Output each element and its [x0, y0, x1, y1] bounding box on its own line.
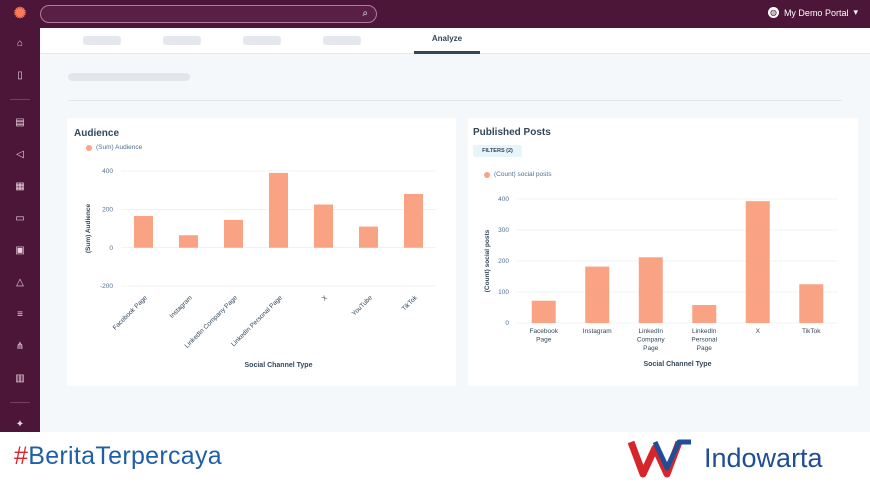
y-tick-label: 0 [109, 245, 113, 252]
tagline-word-2: Terpercaya [95, 442, 222, 470]
y-tick-label: 300 [498, 227, 509, 234]
bar [404, 194, 423, 248]
audience-title: Audience [74, 128, 120, 139]
tagline: #BeritaTerpercaya [14, 442, 222, 471]
bar [745, 201, 770, 323]
x-tick-label: LinkedIn Personal Page [691, 328, 717, 352]
bar [638, 257, 663, 323]
database-icon[interactable]: ≡ [17, 309, 23, 320]
published-legend: (Count) social posts [484, 171, 551, 178]
tagline-word-1: Berita [28, 442, 96, 470]
section-divider [68, 100, 842, 101]
x-tick-label: X [321, 294, 329, 302]
y-tick-label: 0 [505, 320, 509, 327]
filters-button[interactable]: FILTERS (2) [473, 145, 522, 157]
bookmark-icon[interactable]: ▯ [17, 70, 23, 81]
legend-label: (Count) social posts [494, 171, 552, 178]
x-tick-label: TikTok [802, 328, 821, 335]
y-tick-label: 400 [498, 196, 509, 203]
house-icon[interactable]: △ [16, 277, 24, 288]
search-icon[interactable]: ⌕ [362, 8, 368, 19]
x-tick-label: Facebook Page [529, 328, 558, 344]
store-icon[interactable]: ▭ [15, 213, 25, 224]
bar [585, 266, 610, 323]
bar [531, 300, 556, 323]
tagline-hash: # [14, 442, 29, 470]
bar [179, 235, 198, 248]
search-input[interactable]: ⌕ [40, 5, 377, 23]
y-tick-label: 100 [498, 289, 509, 296]
hubspot-logo-icon[interactable]: ✺ [13, 5, 27, 22]
tab-bar: Analyze [40, 28, 870, 54]
tab-placeholder[interactable] [83, 36, 121, 45]
chevron-down-icon: ▾ [853, 7, 858, 17]
network-icon[interactable]: ⋔ [15, 341, 25, 352]
app-window: ✺ ⌕ ◍ My Demo Portal ▾ ⌂ ▯ ▤ ◁ ▦ ▭ ▣ △ ≡… [0, 0, 870, 432]
brand-name: Indowarta [704, 442, 823, 473]
tab-placeholder[interactable] [243, 36, 281, 45]
x-tick-label: X [756, 328, 761, 335]
y-tick-label: 400 [102, 168, 113, 175]
brand-mark-icon [628, 439, 691, 478]
x-tick-label: Instagram [583, 328, 612, 335]
x-tick-label: LinkedIn Company Page [637, 328, 666, 352]
bar [269, 172, 288, 248]
bar-chart-icon[interactable]: ▥ [15, 373, 25, 384]
megaphone-icon[interactable]: ◁ [16, 149, 24, 160]
legend-label: (Sum) Audience [96, 144, 143, 151]
sidebar-divider [10, 402, 30, 403]
bar [692, 305, 717, 323]
title-placeholder [68, 73, 190, 81]
wallet-icon[interactable]: ▣ [15, 245, 25, 256]
globe-icon: ◍ [767, 7, 779, 18]
contacts-icon[interactable]: ▤ [15, 117, 25, 128]
legend-swatch [484, 171, 490, 178]
bar [224, 219, 243, 248]
bar [359, 226, 378, 248]
published-posts-title: Published Posts [473, 127, 551, 138]
portal-name: My Demo Portal [783, 7, 849, 18]
top-bar: ✺ ⌕ ◍ My Demo Portal ▾ [0, 0, 870, 28]
document-icon[interactable]: ▦ [15, 181, 25, 192]
bar [134, 216, 153, 248]
bar [314, 204, 333, 248]
published-posts-card [468, 118, 858, 386]
x-axis-label: Social Channel Type [245, 362, 313, 369]
y-tick-label: -200 [100, 283, 113, 290]
sparkle-icon[interactable]: ✦ [15, 419, 25, 430]
tab-analyze[interactable]: Analyze [414, 28, 480, 54]
y-axis-label: (Count) social posts [484, 229, 491, 292]
sidebar-divider [10, 99, 30, 100]
home-icon[interactable]: ⌂ [16, 38, 24, 49]
bar [799, 284, 824, 323]
brand-logo: Indowarta [628, 438, 823, 478]
sidebar: ⌂ ▯ ▤ ◁ ▦ ▭ ▣ △ ≡ ⋔ ▥ ✦ [0, 28, 40, 432]
y-axis-label: (Sum) Audience [85, 204, 92, 254]
audience-legend: (Sum) Audience [86, 144, 142, 151]
x-axis-label: Social Channel Type [644, 361, 712, 368]
audience-card [67, 118, 456, 386]
tab-placeholder[interactable] [163, 36, 201, 45]
y-tick-label: 200 [102, 207, 113, 214]
published-posts-chart: 400 300 200 100 0 Facebook Page Instagram Linked… [484, 196, 838, 368]
footer-banner: #BeritaTerpercaya Indowarta [0, 432, 870, 488]
legend-swatch [86, 144, 92, 151]
portal-switcher[interactable]: ◍ My Demo Portal ▾ [767, 7, 858, 18]
y-tick-label: 200 [498, 258, 509, 265]
tab-placeholder[interactable] [323, 36, 361, 45]
